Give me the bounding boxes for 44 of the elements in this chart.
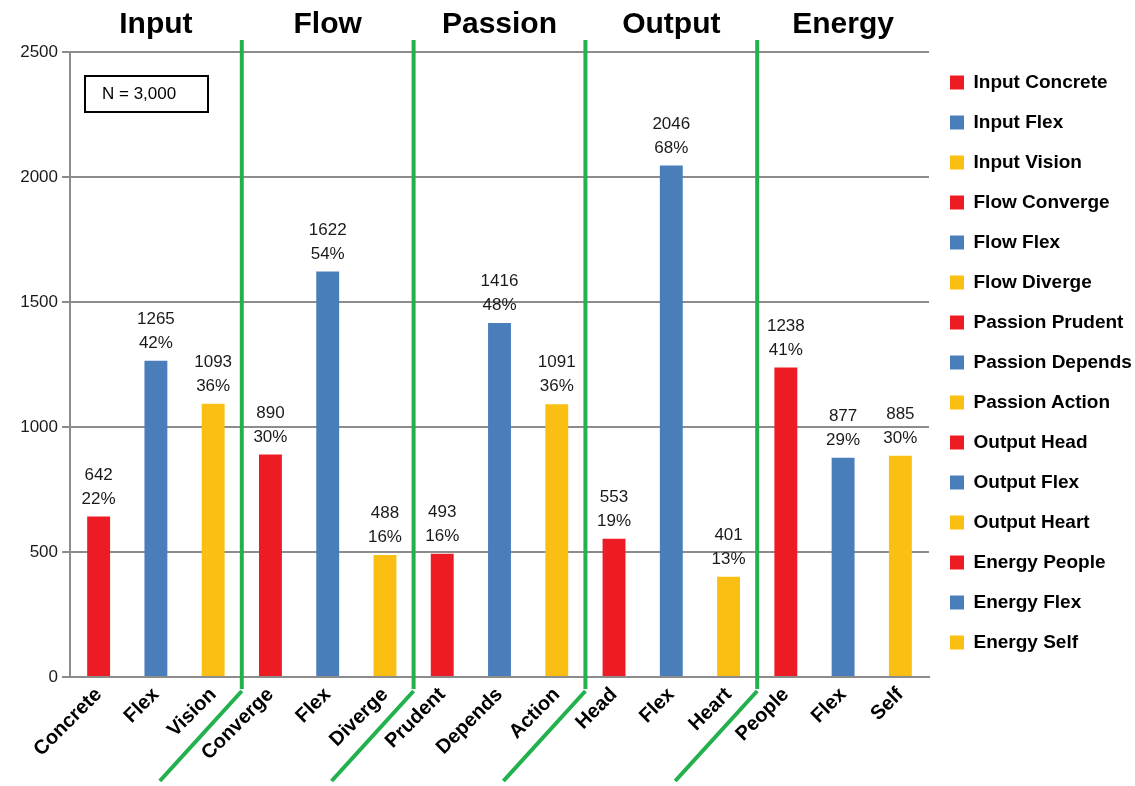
data-label: 1091 36% bbox=[537, 352, 576, 396]
y-tick-label: 2000 bbox=[20, 166, 58, 186]
text: Flow bbox=[293, 6, 363, 39]
y-tick-label: 1500 bbox=[20, 291, 58, 311]
text: Input bbox=[119, 6, 193, 39]
legend-label: Input Vision bbox=[973, 150, 1082, 172]
data-label: 401 13% bbox=[711, 524, 746, 568]
legend-label: Output Head bbox=[973, 430, 1088, 452]
legend-label: Flow Flex bbox=[973, 230, 1061, 252]
legend-label: Passion Action bbox=[973, 390, 1111, 412]
legend-label: Output Heart bbox=[973, 510, 1091, 532]
annotation: N = 3,000 bbox=[102, 84, 177, 103]
data-label: 1416 48% bbox=[480, 271, 519, 314]
note-frame: N = 3,000 bbox=[84, 75, 210, 113]
x-tick-label: Self bbox=[865, 682, 908, 725]
legend-label: Energy People bbox=[973, 550, 1106, 572]
data-label: 493 16% bbox=[425, 501, 460, 545]
legend-label: Flow Diverge bbox=[973, 270, 1092, 292]
data-label: 553 19% bbox=[597, 486, 632, 530]
text: Passion bbox=[441, 6, 558, 39]
y-tick-label: 2500 bbox=[20, 41, 58, 61]
legend-label: Input Concrete bbox=[973, 70, 1108, 92]
legend-label: Energy Flex bbox=[973, 590, 1082, 612]
text: Energy bbox=[792, 6, 895, 39]
y-tick-label: 0 bbox=[48, 666, 58, 686]
data-label: 488 16% bbox=[367, 503, 402, 546]
y-tick-label: 500 bbox=[29, 541, 58, 561]
data-label: 642 22% bbox=[81, 464, 116, 508]
legend-label: Passion Depends bbox=[973, 350, 1132, 372]
legend-label: Output Flex bbox=[973, 470, 1080, 492]
data-label: 877 29% bbox=[826, 405, 861, 449]
data-label: 1265 42% bbox=[136, 308, 175, 352]
legend-label: Energy Self bbox=[973, 630, 1079, 652]
data-label: 890 30% bbox=[253, 402, 288, 446]
data-label: 885 30% bbox=[883, 403, 918, 447]
y-tick-label: 1000 bbox=[20, 416, 58, 436]
legend-label: Flow Converge bbox=[973, 190, 1110, 212]
data-label: 1622 54% bbox=[308, 219, 347, 263]
legend-label: Input Flex bbox=[973, 110, 1064, 132]
legend-label: Passion Prudent bbox=[973, 310, 1125, 332]
data-label: 2046 68% bbox=[652, 113, 691, 157]
data-label: 1238 41% bbox=[766, 315, 805, 359]
text: Output bbox=[622, 6, 721, 39]
data-label: 1093 36% bbox=[194, 351, 233, 395]
